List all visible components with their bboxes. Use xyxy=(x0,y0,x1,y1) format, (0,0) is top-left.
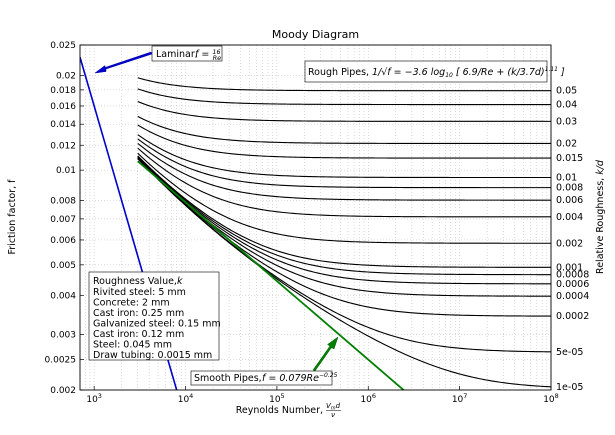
roughness-label: 0.0006 xyxy=(556,279,589,290)
roughness-box-title: Roughness Value, xyxy=(93,276,177,287)
y-axis-label: Friction factor, f xyxy=(7,179,18,255)
roughness-curve xyxy=(137,138,551,189)
x-tick-label: 107 xyxy=(452,392,468,405)
chart-title: Moody Diagram xyxy=(272,28,359,41)
roughness-box-line: Draw tubing: 0.0015 mm xyxy=(93,350,212,361)
roughness-label: 0.01 xyxy=(556,173,577,184)
roughness-label: 0.04 xyxy=(556,100,577,111)
rough-pipes-annotation: Rough Pipes, 1/√f = −3.6 log10 [ 6.9/Re … xyxy=(304,60,565,83)
roughness-box-line: Rivited steel: 5 mm xyxy=(93,287,186,298)
roughness-curve xyxy=(137,77,551,92)
y-tick-label: 0.003 xyxy=(50,331,76,341)
y-tick-label: 0.004 xyxy=(50,291,76,301)
smooth-pipes-annotation: Smooth Pipes, f = 0.079Re−0.25 xyxy=(190,336,339,386)
y-tick-label: 0.006 xyxy=(50,236,76,246)
x-axis-ticks: 103 104 105 106 107 108 xyxy=(86,386,559,405)
roughness-curve xyxy=(137,142,551,201)
x-axis-label-text: Reynolds Number, xyxy=(236,405,323,416)
x-tick-label: 104 xyxy=(178,392,194,405)
roughness-box-title-k: k xyxy=(177,276,183,287)
roughness-label: 0.008 xyxy=(556,183,583,194)
roughness-curve xyxy=(137,147,551,218)
laminar-annotation-text: Laminar, xyxy=(156,49,198,60)
x-axis-label-fraction-num: Vmd xyxy=(326,402,341,412)
y-tick-label: 0.0025 xyxy=(45,356,77,366)
roughness-label: 0.001 xyxy=(556,262,583,273)
smooth-pipes-line xyxy=(137,160,405,390)
y-tick-label: 0.005 xyxy=(50,261,76,271)
roughness-curve xyxy=(137,115,551,144)
plot-frame xyxy=(79,44,552,391)
x-tick-label: 106 xyxy=(360,392,376,405)
smooth-pipes-formula: f = 0.079Re−0.25 xyxy=(262,372,338,384)
y-tick-label: 0.007 xyxy=(50,215,76,225)
y-tick-label: 0.02 xyxy=(56,71,76,81)
roughness-label: 0.0008 xyxy=(556,270,589,281)
smooth-arrow xyxy=(312,336,339,372)
y-tick-label: 0.01 xyxy=(56,166,76,176)
roughness-curve xyxy=(137,101,551,122)
x-tick-label: 108 xyxy=(543,392,559,405)
roughness-curve xyxy=(137,156,551,276)
roughness-box-line: Concrete: 2 mm xyxy=(93,298,170,309)
roughness-curve xyxy=(137,88,551,106)
y2-axis-label: Relative Roughness, k/d xyxy=(595,159,606,274)
roughness-box-frame xyxy=(88,271,220,361)
smooth-pipes-text: Smooth Pipes, xyxy=(194,373,262,384)
roughness-label: 0.03 xyxy=(556,116,577,127)
y-tick-label: 0.008 xyxy=(50,197,76,207)
curves-layer xyxy=(80,57,551,390)
x-tick-label: 103 xyxy=(86,392,102,405)
roughness-label: 0.0004 xyxy=(556,291,589,302)
x-axis-label-fraction-den: ν xyxy=(331,411,335,419)
roughness-box-line: Cast iron: 0.12 mm xyxy=(93,329,184,340)
roughness-label: 5e-05 xyxy=(556,347,583,358)
roughness-label: 0.004 xyxy=(556,212,583,223)
roughness-label: 1e-05 xyxy=(556,382,583,393)
roughness-box-line: Steel: 0.045 mm xyxy=(93,340,172,351)
roughness-curve xyxy=(137,134,551,179)
y-axis-ticks: 0.025 0.02 0.018 0.016 0.014 0.012 0.01 0.008 0.… xyxy=(45,41,84,396)
laminar-annotation: Laminar, f = 16 Re xyxy=(94,45,223,74)
roughness-box-line: Cast iron: 0.25 mm xyxy=(93,308,184,319)
roughness-label: 0.006 xyxy=(556,195,583,206)
laminar-annotation-formula: f = 16 Re xyxy=(195,48,221,62)
roughness-curve xyxy=(137,156,551,285)
y-tick-label: 0.025 xyxy=(50,41,76,51)
rough-pipes-box xyxy=(304,60,548,83)
roughness-curve xyxy=(137,157,551,317)
roughness-curve xyxy=(137,155,551,268)
roughness-values-box: Roughness Value, k Rivited steel: 5 mm C… xyxy=(88,271,221,361)
y-tick-label: 0.002 xyxy=(50,386,76,396)
roughness-label: 0.015 xyxy=(556,153,583,164)
laminar-arrow xyxy=(94,51,153,74)
smooth-pipes-box xyxy=(190,370,333,386)
x-tick-label: 105 xyxy=(269,392,285,405)
roughness-box-line: Galvanized steel: 0.15 mm xyxy=(93,319,221,330)
y-tick-label: 0.018 xyxy=(50,86,76,96)
roughness-curve xyxy=(137,152,551,244)
roughness-curve xyxy=(137,158,551,388)
roughness-label: 0.0002 xyxy=(556,311,589,322)
y-tick-label: 0.016 xyxy=(50,102,76,112)
y-tick-label: 0.012 xyxy=(50,141,76,151)
roughness-label: 0.02 xyxy=(556,138,577,149)
y-tick-label: 0.014 xyxy=(50,120,76,130)
roughness-curve xyxy=(137,124,551,159)
rough-pipes-formula: 1/√f = −3.6 log10 [ 6.9/Re + (k/3.7d)1.1… xyxy=(372,66,565,79)
roughness-label: 0.05 xyxy=(556,86,577,97)
roughness-label: 0.002 xyxy=(556,238,583,249)
rough-pipes-text: Rough Pipes, xyxy=(308,67,369,78)
x-axis-label: Reynolds Number, Vmd ν xyxy=(236,402,341,419)
